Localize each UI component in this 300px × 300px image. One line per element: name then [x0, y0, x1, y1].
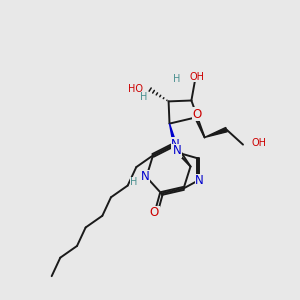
- Polygon shape: [169, 124, 179, 153]
- Text: H: H: [140, 92, 147, 103]
- Text: OH: OH: [190, 72, 205, 82]
- Text: O: O: [193, 107, 202, 121]
- Text: N: N: [171, 137, 180, 151]
- Text: OH: OH: [251, 138, 266, 148]
- Text: N: N: [140, 170, 149, 184]
- Text: H: H: [130, 177, 137, 188]
- Text: O: O: [150, 206, 159, 220]
- Polygon shape: [205, 128, 227, 137]
- Text: HO: HO: [128, 83, 143, 94]
- Text: N: N: [172, 144, 182, 158]
- Text: H: H: [173, 74, 180, 84]
- Text: N: N: [195, 174, 204, 187]
